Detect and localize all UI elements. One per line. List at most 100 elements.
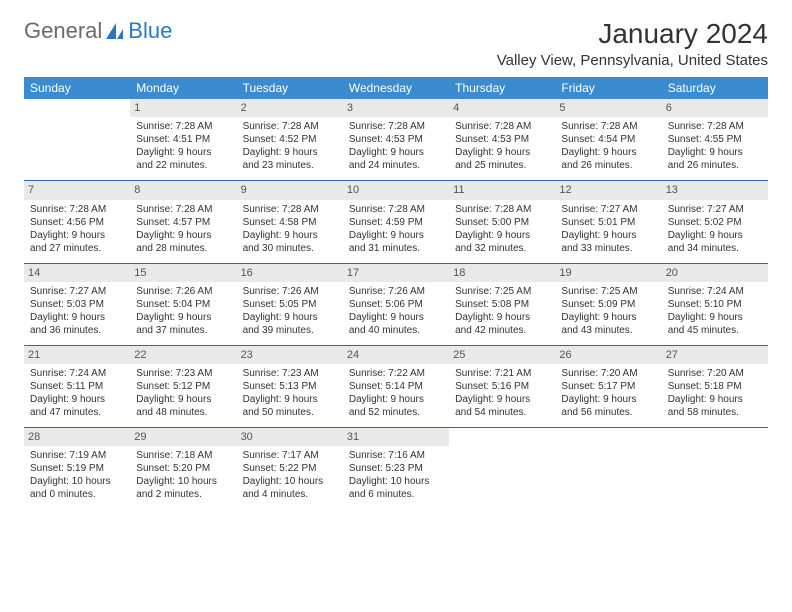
col-thursday: Thursday (449, 77, 555, 99)
day-daylight1: Daylight: 9 hours (561, 311, 655, 324)
day-daylight1: Daylight: 9 hours (243, 393, 337, 406)
day-number: 23 (237, 346, 343, 364)
day-daylight2: and 52 minutes. (349, 406, 443, 419)
col-saturday: Saturday (662, 77, 768, 99)
day-sunrise: Sunrise: 7:28 AM (136, 120, 230, 133)
day-daylight2: and 0 minutes. (30, 488, 124, 501)
day-sunrise: Sunrise: 7:19 AM (30, 449, 124, 462)
day-sunrise: Sunrise: 7:25 AM (561, 285, 655, 298)
day-daylight2: and 4 minutes. (243, 488, 337, 501)
day-daylight1: Daylight: 9 hours (30, 311, 124, 324)
day-sunrise: Sunrise: 7:16 AM (349, 449, 443, 462)
day-sunrise: Sunrise: 7:23 AM (243, 367, 337, 380)
day-number: 25 (449, 346, 555, 364)
day-number: 19 (555, 264, 661, 282)
calendar-day-cell: 10Sunrise: 7:28 AMSunset: 4:59 PMDayligh… (343, 181, 449, 263)
day-daylight2: and 43 minutes. (561, 324, 655, 337)
calendar-day-cell: 12Sunrise: 7:27 AMSunset: 5:01 PMDayligh… (555, 181, 661, 263)
calendar-day-cell (24, 99, 130, 181)
day-sunset: Sunset: 5:02 PM (668, 216, 762, 229)
day-sunrise: Sunrise: 7:28 AM (455, 120, 549, 133)
brand-text-1: General (24, 18, 102, 44)
calendar-day-cell (555, 428, 661, 510)
day-daylight2: and 32 minutes. (455, 242, 549, 255)
day-sunset: Sunset: 4:53 PM (455, 133, 549, 146)
col-friday: Friday (555, 77, 661, 99)
day-daylight1: Daylight: 10 hours (349, 475, 443, 488)
day-daylight1: Daylight: 9 hours (136, 229, 230, 242)
calendar-day-cell: 14Sunrise: 7:27 AMSunset: 5:03 PMDayligh… (24, 263, 130, 345)
day-daylight1: Daylight: 9 hours (561, 146, 655, 159)
day-daylight2: and 24 minutes. (349, 159, 443, 172)
calendar-day-cell: 18Sunrise: 7:25 AMSunset: 5:08 PMDayligh… (449, 263, 555, 345)
day-number: 3 (343, 99, 449, 117)
day-daylight1: Daylight: 9 hours (243, 146, 337, 159)
calendar-day-cell: 26Sunrise: 7:20 AMSunset: 5:17 PMDayligh… (555, 345, 661, 427)
calendar-day-cell: 25Sunrise: 7:21 AMSunset: 5:16 PMDayligh… (449, 345, 555, 427)
day-daylight1: Daylight: 9 hours (30, 393, 124, 406)
day-daylight1: Daylight: 9 hours (136, 146, 230, 159)
day-number: 12 (555, 181, 661, 199)
day-sunset: Sunset: 4:59 PM (349, 216, 443, 229)
day-number: 15 (130, 264, 236, 282)
day-daylight1: Daylight: 9 hours (455, 146, 549, 159)
calendar-day-cell: 17Sunrise: 7:26 AMSunset: 5:06 PMDayligh… (343, 263, 449, 345)
calendar-day-cell: 15Sunrise: 7:26 AMSunset: 5:04 PMDayligh… (130, 263, 236, 345)
calendar-day-cell: 24Sunrise: 7:22 AMSunset: 5:14 PMDayligh… (343, 345, 449, 427)
calendar-table: Sunday Monday Tuesday Wednesday Thursday… (24, 77, 768, 509)
calendar-week-row: 14Sunrise: 7:27 AMSunset: 5:03 PMDayligh… (24, 263, 768, 345)
day-daylight1: Daylight: 9 hours (349, 229, 443, 242)
day-sunset: Sunset: 5:17 PM (561, 380, 655, 393)
day-sunrise: Sunrise: 7:24 AM (30, 367, 124, 380)
day-number: 7 (24, 181, 130, 199)
day-number: 11 (449, 181, 555, 199)
day-sunset: Sunset: 4:51 PM (136, 133, 230, 146)
day-sunset: Sunset: 5:03 PM (30, 298, 124, 311)
day-sunset: Sunset: 5:01 PM (561, 216, 655, 229)
day-sunrise: Sunrise: 7:28 AM (455, 203, 549, 216)
day-sunset: Sunset: 4:58 PM (243, 216, 337, 229)
day-daylight2: and 50 minutes. (243, 406, 337, 419)
day-number: 17 (343, 264, 449, 282)
day-number: 27 (662, 346, 768, 364)
calendar-day-cell: 30Sunrise: 7:17 AMSunset: 5:22 PMDayligh… (237, 428, 343, 510)
day-daylight2: and 26 minutes. (561, 159, 655, 172)
day-daylight2: and 36 minutes. (30, 324, 124, 337)
day-sunset: Sunset: 5:12 PM (136, 380, 230, 393)
day-number: 8 (130, 181, 236, 199)
day-sunset: Sunset: 5:23 PM (349, 462, 443, 475)
day-daylight1: Daylight: 9 hours (668, 229, 762, 242)
calendar-day-cell: 21Sunrise: 7:24 AMSunset: 5:11 PMDayligh… (24, 345, 130, 427)
calendar-day-cell: 9Sunrise: 7:28 AMSunset: 4:58 PMDaylight… (237, 181, 343, 263)
calendar-day-cell: 3Sunrise: 7:28 AMSunset: 4:53 PMDaylight… (343, 99, 449, 181)
calendar-day-cell: 7Sunrise: 7:28 AMSunset: 4:56 PMDaylight… (24, 181, 130, 263)
day-daylight1: Daylight: 10 hours (243, 475, 337, 488)
day-number: 13 (662, 181, 768, 199)
day-daylight1: Daylight: 9 hours (668, 393, 762, 406)
brand-sail-icon (105, 22, 125, 40)
calendar-day-cell: 29Sunrise: 7:18 AMSunset: 5:20 PMDayligh… (130, 428, 236, 510)
day-sunrise: Sunrise: 7:20 AM (561, 367, 655, 380)
day-sunrise: Sunrise: 7:27 AM (668, 203, 762, 216)
day-number: 14 (24, 264, 130, 282)
day-sunrise: Sunrise: 7:22 AM (349, 367, 443, 380)
day-number: 18 (449, 264, 555, 282)
day-daylight1: Daylight: 9 hours (455, 311, 549, 324)
day-sunset: Sunset: 5:04 PM (136, 298, 230, 311)
header-row: General Blue January 2024 Valley View, P… (24, 18, 768, 69)
day-sunrise: Sunrise: 7:20 AM (668, 367, 762, 380)
day-sunset: Sunset: 5:10 PM (668, 298, 762, 311)
day-sunrise: Sunrise: 7:23 AM (136, 367, 230, 380)
calendar-day-cell: 27Sunrise: 7:20 AMSunset: 5:18 PMDayligh… (662, 345, 768, 427)
day-number: 28 (24, 428, 130, 446)
day-daylight2: and 40 minutes. (349, 324, 443, 337)
day-sunrise: Sunrise: 7:28 AM (136, 203, 230, 216)
calendar-day-cell: 8Sunrise: 7:28 AMSunset: 4:57 PMDaylight… (130, 181, 236, 263)
day-daylight1: Daylight: 9 hours (349, 311, 443, 324)
calendar-day-cell: 19Sunrise: 7:25 AMSunset: 5:09 PMDayligh… (555, 263, 661, 345)
day-daylight1: Daylight: 10 hours (136, 475, 230, 488)
day-daylight2: and 27 minutes. (30, 242, 124, 255)
day-daylight1: Daylight: 9 hours (136, 311, 230, 324)
calendar-day-cell (449, 428, 555, 510)
day-sunset: Sunset: 5:00 PM (455, 216, 549, 229)
